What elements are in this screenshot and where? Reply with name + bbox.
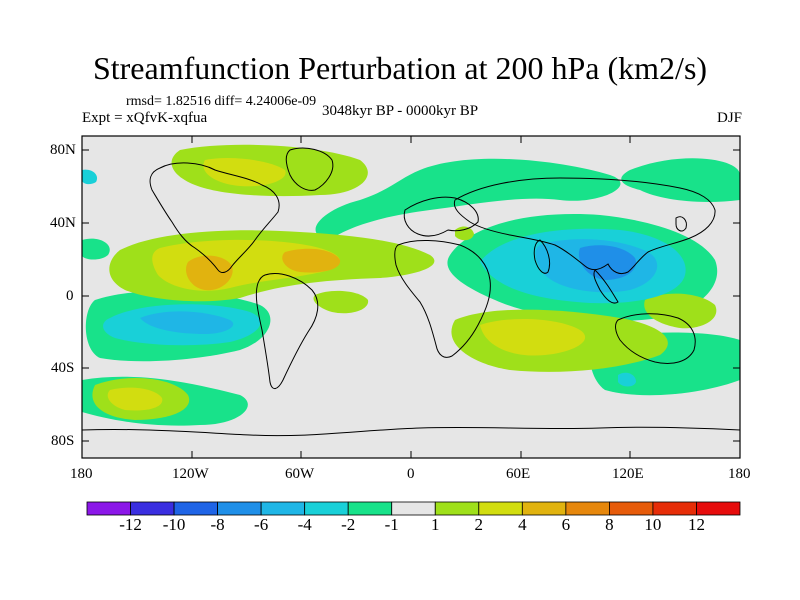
lon-tick-180w: 180 bbox=[70, 466, 93, 482]
colorbar-label-9: 4 bbox=[518, 515, 527, 534]
colorbar-swatch-4 bbox=[260, 501, 306, 516]
colorbar-swatch-8 bbox=[434, 501, 480, 516]
coast-japan bbox=[675, 216, 687, 232]
coast-south-america bbox=[255, 273, 319, 389]
colorbar-swatch-1 bbox=[130, 501, 175, 516]
lon-tick-0: 0 bbox=[407, 466, 415, 482]
colorbar-swatch-14 bbox=[696, 501, 741, 516]
colorbar-swatch-7 bbox=[391, 501, 436, 516]
colorbar-swatch-11 bbox=[565, 501, 610, 516]
colorbar-swatch-3 bbox=[217, 501, 262, 516]
colorbar-label-0: -12 bbox=[119, 515, 142, 534]
colorbar-label-3: -6 bbox=[254, 515, 269, 534]
coast-greenland bbox=[285, 147, 334, 191]
coastlines bbox=[82, 147, 740, 437]
coast-europe bbox=[403, 196, 479, 237]
colorbar-swatch-2 bbox=[173, 501, 219, 516]
colorbar bbox=[86, 501, 741, 516]
colorbar-swatch-13 bbox=[652, 501, 697, 516]
experiment-label: Expt = xQfvK-xqfua bbox=[82, 110, 208, 126]
axis-ticks bbox=[81, 136, 741, 458]
coast-antarctica bbox=[82, 426, 740, 437]
lon-tick-60e: 60E bbox=[506, 466, 531, 482]
colorbar-label-11: 8 bbox=[605, 515, 614, 534]
region-indian-ocean-core bbox=[480, 318, 586, 356]
colorbar-label-6: -1 bbox=[384, 515, 399, 534]
lat-tick-80n: 80N bbox=[50, 142, 76, 158]
lon-tick-180e: 180 bbox=[728, 466, 751, 482]
lat-tick-40n: 40N bbox=[50, 215, 76, 231]
coast-australia bbox=[615, 313, 696, 364]
colorbar-swatch-0 bbox=[86, 501, 131, 516]
region-tropical-orange-east bbox=[282, 248, 341, 273]
colorbar-label-10: 6 bbox=[561, 515, 571, 534]
band-east-pacific-north bbox=[82, 238, 110, 260]
anomaly-field bbox=[82, 144, 740, 426]
region-australia-negative bbox=[618, 372, 636, 387]
lat-tick-80s: 80S bbox=[51, 433, 75, 449]
colorbar-swatch-5 bbox=[304, 501, 349, 516]
region-asia-negative-core bbox=[578, 245, 636, 280]
lon-tick-120e: 120E bbox=[612, 466, 644, 482]
colorbar-label-4: -4 bbox=[297, 515, 312, 534]
band-arctic-europe bbox=[315, 158, 621, 240]
colorbar-swatch-10 bbox=[521, 501, 567, 516]
coast-eurasia bbox=[453, 177, 716, 275]
region-east-asia-positive bbox=[644, 293, 717, 329]
colorbar-label-2: -8 bbox=[210, 515, 225, 534]
region-south-pacific-core bbox=[107, 387, 163, 411]
region-tropical-orange-west bbox=[185, 255, 233, 291]
colorbar-label-8: 2 bbox=[474, 515, 484, 534]
colorbar-swatch-12 bbox=[609, 501, 654, 516]
map-title: Streamfunction Perturbation at 200 hPa (… bbox=[92, 50, 708, 86]
coast-southeast-asia bbox=[593, 269, 619, 304]
lon-tick-60w: 60W bbox=[285, 466, 315, 482]
region-south-atlantic-small bbox=[313, 290, 369, 314]
colorbar-swatch-9 bbox=[478, 501, 523, 516]
coast-india bbox=[533, 239, 551, 274]
colorbar-label-5: -2 bbox=[341, 515, 356, 534]
coast-north-america bbox=[149, 162, 280, 274]
lat-tick-40s: 40S bbox=[51, 360, 75, 376]
lon-tick-120w: 120W bbox=[172, 466, 209, 482]
rmsd-diff-stats: rmsd= 1.82516 diff= 4.24006e-09 bbox=[126, 94, 317, 109]
colorbar-swatch-6 bbox=[347, 501, 393, 516]
region-east-pacific-small bbox=[455, 226, 474, 241]
region-south-pacific-negative-core bbox=[140, 311, 234, 334]
season-label: DJF bbox=[716, 110, 742, 126]
coast-africa bbox=[394, 239, 491, 358]
colorbar-label-1: -10 bbox=[162, 515, 186, 534]
region-north-america-core bbox=[203, 158, 286, 187]
colorbar-label-12: 10 bbox=[644, 515, 662, 534]
band-east-asia-north bbox=[621, 158, 740, 202]
lat-tick-0: 0 bbox=[66, 288, 74, 304]
colorbar-label-7: 1 bbox=[431, 515, 440, 534]
region-east-pacific-negative bbox=[82, 169, 98, 185]
period-label: 3048kyr BP - 0000kyr BP bbox=[322, 103, 479, 119]
colorbar-label-13: 12 bbox=[687, 515, 705, 534]
